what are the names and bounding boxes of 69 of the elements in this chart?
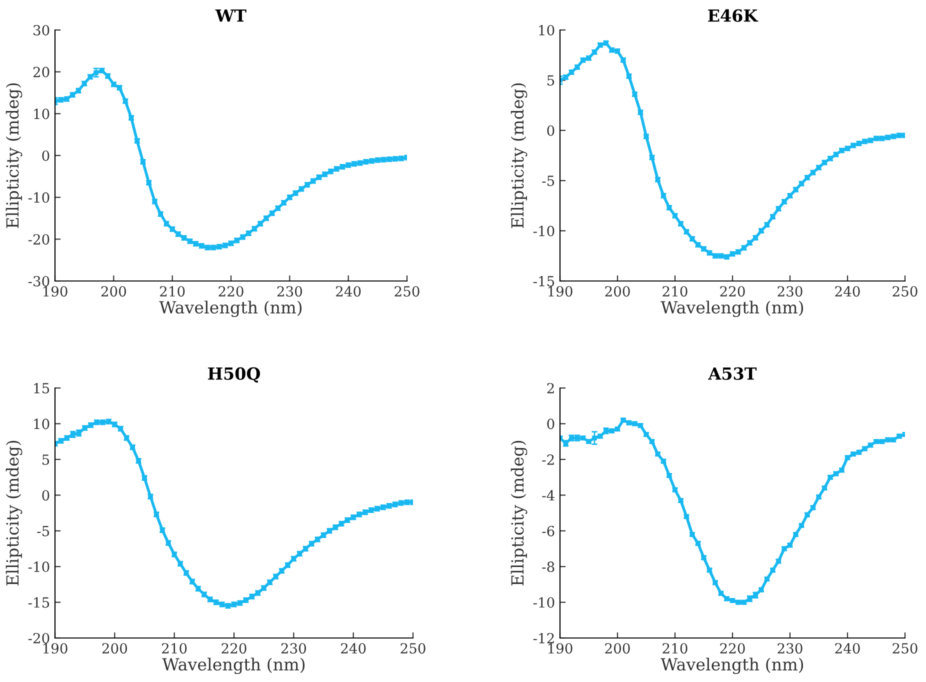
x-tick-label: 190 [43,643,68,654]
y-tick-label: -12 [533,632,554,644]
y-tick-label: -15 [533,276,554,286]
y-tick-label: -15 [28,597,50,608]
x-tick-label: 190 [548,286,572,297]
y-tick-label: 0 [547,418,554,430]
y-tick-label: 10 [34,108,50,120]
y-tick-label: 20 [33,66,50,78]
y-axis-title: Ellipticity (mdeg) [510,83,528,228]
x-tick-label: 190 [43,286,68,297]
x-tick-label: 200 [101,286,126,297]
y-tick-label: -10 [533,597,554,608]
x-tick-label: 220 [222,643,246,654]
chart-title: E46K [708,9,758,22]
x-tick-label: 250 [394,286,420,297]
x-tick-label: 210 [662,286,688,297]
x-tick-label: 250 [892,643,918,654]
y-tick-label: 2 [547,382,554,394]
y-axis-title: Ellipticity (mdeg) [510,440,528,586]
x-tick-label: 230 [778,643,802,654]
x-axis-title: Wavelength (nm) [660,658,804,674]
y-tick-label: -5 [37,526,50,536]
x-tick-label: 210 [162,643,187,654]
x-tick-label: 240 [835,286,860,297]
x-tick-label: 230 [277,286,302,297]
x-tick-label: 200 [605,286,630,297]
x-tick-label: 240 [835,643,860,654]
x-tick-label: 240 [336,286,361,297]
x-tick-label: 190 [548,643,572,654]
y-tick-label: 15 [34,382,50,394]
x-tick-label: 210 [160,286,185,297]
x-tick-label: 200 [605,643,630,654]
x-tick-label: 210 [662,643,688,654]
x-tick-label: 220 [720,286,745,297]
y-tick-label: -5 [542,176,554,186]
y-tick-label: -30 [28,276,50,286]
x-tick-label: 230 [281,643,306,654]
y-tick-label: 10 [34,418,50,430]
y-axis-title: Ellipticity (mdeg) [6,440,22,586]
y-tick-label: 30 [34,24,50,36]
y-tick-label: 10 [539,24,554,36]
x-tick-label: 250 [400,643,426,654]
y-tick-label: 5 [547,75,554,86]
chart-title: H50Q [208,367,260,383]
y-tick-label: -8 [542,562,554,572]
chart-title: WT [215,10,246,22]
y-tick-label: 0 [42,490,50,501]
y-tick-label: -10 [533,226,554,236]
x-tick-label: 200 [102,643,127,654]
x-axis-title: Wavelength (nm) [159,300,302,318]
x-axis-title: Wavelength (nm) [162,658,305,674]
x-tick-label: 240 [341,643,366,654]
y-tick-label: -10 [28,562,50,572]
y-tick-label: -2 [542,454,554,465]
y-tick-label: -20 [28,234,50,245]
y-tick-label: 0 [42,150,50,161]
y-tick-label: -10 [28,192,50,203]
x-tick-label: 250 [892,286,918,297]
y-tick-label: -20 [28,632,50,644]
x-tick-label: 230 [778,286,802,297]
y-tick-label: 5 [42,454,50,465]
y-tick-label: -6 [542,526,554,536]
y-tick-label: -4 [542,490,554,500]
x-axis-title: Wavelength (nm) [660,300,804,318]
x-tick-label: 220 [218,286,244,297]
y-axis-title: Ellipticity (mdeg) [6,83,22,228]
x-tick-label: 220 [720,643,745,654]
chart-title: A53T [708,367,757,380]
y-tick-label: 0 [547,125,554,136]
